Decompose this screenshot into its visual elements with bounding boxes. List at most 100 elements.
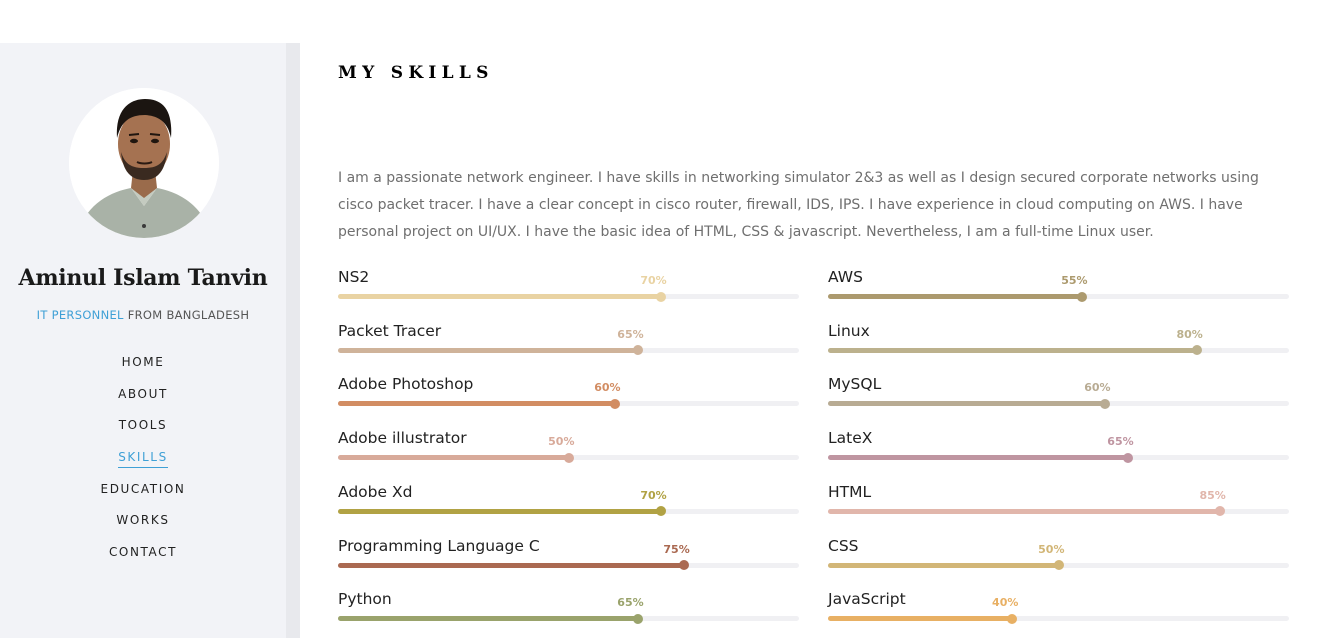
skill-progress-fill bbox=[338, 562, 684, 568]
skill-progress-track bbox=[828, 452, 1289, 463]
skill-adobe-xd: Adobe Xd 70% bbox=[338, 483, 799, 523]
skill-percent: 70% bbox=[640, 274, 667, 287]
skill-name: Adobe Photoshop bbox=[338, 375, 474, 394]
skill-progress-knob bbox=[1214, 506, 1225, 517]
skill-progress-fill bbox=[828, 401, 1105, 407]
nav-item-home[interactable]: HOME bbox=[0, 353, 286, 385]
skill-progress-track bbox=[338, 398, 799, 409]
skill-python: Python 65% bbox=[338, 590, 799, 630]
skill-percent: 60% bbox=[594, 381, 621, 395]
skill-name: NS2 bbox=[338, 268, 370, 286]
avatar bbox=[69, 88, 219, 238]
skill-percent: 60% bbox=[1084, 381, 1111, 395]
skill-percent: 40% bbox=[992, 596, 1019, 610]
skill-progress-track bbox=[828, 560, 1289, 570]
nav-item-tools[interactable]: TOOLS bbox=[0, 416, 286, 448]
skill-progress-track bbox=[828, 506, 1289, 517]
skill-name: Adobe Xd bbox=[338, 482, 413, 501]
skill-progress-knob bbox=[1122, 452, 1133, 463]
skill-adobe-photoshop: Adobe Photoshop 60% bbox=[338, 375, 799, 415]
skill-progress-knob bbox=[1099, 398, 1110, 409]
skill-progress-track bbox=[338, 452, 799, 463]
nav-item-label: TOOLS bbox=[118, 418, 168, 433]
skill-name: CSS bbox=[828, 536, 859, 555]
nav-item-label: HOME bbox=[121, 355, 165, 369]
skill-progress-knob bbox=[655, 506, 666, 517]
skill-progress-knob bbox=[1053, 560, 1064, 570]
nav-item-skills[interactable]: SKILLS bbox=[0, 448, 286, 480]
skill-percent: 85% bbox=[1199, 488, 1226, 502]
nav-item-education[interactable]: EDUCATION bbox=[0, 480, 286, 512]
skill-percent: 65% bbox=[1107, 435, 1134, 449]
skill-progress-track bbox=[338, 613, 799, 624]
nav-item-about[interactable]: ABOUT bbox=[0, 385, 286, 417]
skill-programming-language-c: Programming Language C 75% bbox=[338, 537, 799, 577]
skill-progress-fill bbox=[338, 508, 661, 514]
skill-percent: 50% bbox=[548, 435, 575, 449]
sidebar-edge bbox=[286, 43, 300, 638]
skill-name: Python bbox=[338, 590, 392, 609]
skill-name: HTML bbox=[828, 482, 872, 501]
skill-latex: LateX 65% bbox=[828, 429, 1289, 469]
skill-name: AWS bbox=[828, 268, 863, 286]
skill-percent: 75% bbox=[663, 542, 690, 556]
skill-html: HTML 85% bbox=[828, 483, 1289, 523]
nav-item-works[interactable]: WORKS bbox=[0, 511, 286, 543]
skill-progress-track bbox=[828, 345, 1289, 356]
skill-progress-fill bbox=[828, 508, 1220, 514]
skill-progress-track bbox=[828, 291, 1289, 302]
skill-percent: 55% bbox=[1061, 274, 1088, 287]
skill-progress-knob bbox=[632, 345, 643, 356]
skill-progress-track bbox=[338, 506, 799, 517]
skill-name: Adobe illustrator bbox=[338, 429, 467, 448]
skill-linux: Linux 80% bbox=[828, 322, 1289, 362]
skill-name: Programming Language C bbox=[338, 536, 540, 555]
skill-progress-knob bbox=[609, 398, 620, 409]
skill-name: Linux bbox=[828, 321, 870, 340]
skill-progress-track bbox=[338, 560, 799, 570]
skill-progress-knob bbox=[563, 452, 574, 463]
profile-role: IT PERSONNEL bbox=[36, 308, 124, 322]
skill-progress-knob bbox=[1191, 345, 1202, 356]
skill-progress-fill bbox=[338, 455, 569, 461]
skill-progress-knob bbox=[655, 291, 666, 302]
nav-item-label: EDUCATION bbox=[100, 481, 186, 496]
skill-javascript: JavaScript 40% bbox=[828, 590, 1289, 630]
skill-aws: AWS 55% bbox=[828, 268, 1289, 308]
skill-ns2: NS2 70% bbox=[338, 268, 799, 308]
skill-progress-fill bbox=[828, 347, 1197, 353]
skills-description: I am a passionate network engineer. I ha… bbox=[338, 170, 1259, 240]
skill-progress-fill bbox=[828, 294, 1082, 299]
profile-location: FROM BANGLADESH bbox=[127, 308, 250, 322]
skill-adobe-illustrator: Adobe illustrator 50% bbox=[338, 429, 799, 469]
nav-item-label: WORKS bbox=[116, 513, 170, 528]
page-title: MY SKILLS bbox=[338, 63, 494, 83]
skill-progress-knob bbox=[1007, 613, 1018, 624]
skill-percent: 70% bbox=[640, 488, 667, 502]
skill-packet-tracer: Packet Tracer 65% bbox=[338, 322, 799, 362]
skill-percent: 65% bbox=[617, 327, 644, 341]
nav-item-label: CONTACT bbox=[108, 545, 178, 560]
skill-progress-track bbox=[828, 398, 1289, 409]
skill-progress-fill bbox=[828, 616, 1013, 622]
nav-item-label: SKILLS bbox=[118, 448, 168, 469]
skill-percent: 80% bbox=[1176, 327, 1203, 341]
skill-name: MySQL bbox=[828, 375, 882, 394]
skill-progress-track bbox=[338, 345, 799, 356]
skill-percent: 50% bbox=[1038, 542, 1065, 556]
skill-progress-knob bbox=[1076, 291, 1087, 302]
skill-progress-fill bbox=[338, 401, 615, 407]
skill-progress-fill bbox=[338, 294, 661, 299]
skill-name: LateX bbox=[828, 429, 873, 448]
sidebar: Aminul Islam Tanvin IT PERSONNEL FROM BA… bbox=[0, 43, 300, 638]
profile-name: Aminul Islam Tanvin bbox=[18, 265, 268, 291]
nav-item-contact[interactable]: CONTACT bbox=[0, 543, 286, 575]
profile-subtitle: IT PERSONNEL FROM BANGLADESH bbox=[0, 308, 286, 322]
skill-progress-track bbox=[338, 291, 799, 302]
skill-progress-knob bbox=[678, 560, 689, 570]
skill-percent: 65% bbox=[617, 596, 644, 610]
nav-item-label: ABOUT bbox=[118, 386, 168, 401]
skill-name: JavaScript bbox=[828, 590, 906, 609]
skill-name: Packet Tracer bbox=[338, 321, 442, 340]
skill-progress-fill bbox=[828, 562, 1059, 568]
